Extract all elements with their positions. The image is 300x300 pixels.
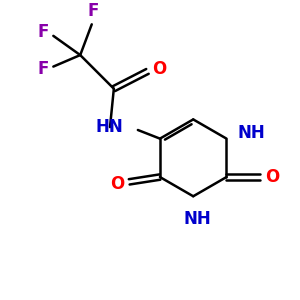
Text: NH: NH (237, 124, 265, 142)
Text: F: F (37, 59, 49, 77)
Text: F: F (88, 2, 99, 20)
Text: HN: HN (96, 118, 123, 136)
Text: NH: NH (183, 210, 211, 228)
Text: O: O (110, 175, 124, 193)
Text: O: O (265, 168, 279, 186)
Text: F: F (37, 23, 49, 41)
Text: O: O (152, 59, 167, 77)
